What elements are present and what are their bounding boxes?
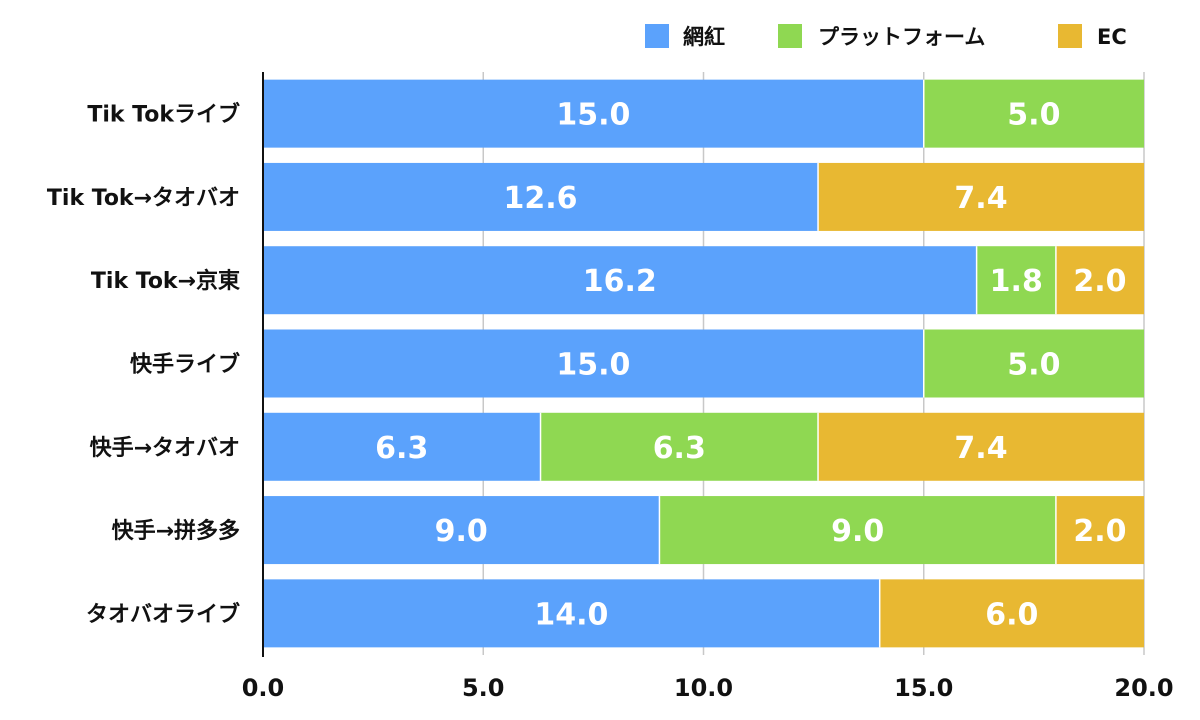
bar-value-label: 2.0 [1073,264,1126,299]
x-tick-label: 0.0 [242,674,285,702]
bar-value-label: 16.2 [583,264,657,299]
legend-swatch [778,24,802,48]
legend-swatch [645,24,669,48]
bar-value-label: 6.3 [375,431,428,466]
legend-label: プラットフォーム [818,25,985,49]
bar-value-label: 6.3 [653,431,706,466]
bar-value-label: 6.0 [985,597,1038,632]
bar-value-label: 7.4 [954,431,1007,466]
bar-segment [818,412,1144,481]
bar-segment [818,162,1144,231]
bar-value-label: 9.0 [435,514,488,549]
bar-segment [263,246,977,315]
bar-segment [659,496,1056,565]
bar-value-label: 7.4 [954,181,1007,216]
bar-value-label: 15.0 [556,98,630,133]
bar-segment [263,496,660,565]
bar-segment [263,79,924,148]
bar-segment [923,79,1144,148]
x-tick-label: 15.0 [894,674,953,702]
x-tick-label: 20.0 [1114,674,1173,702]
bar-segment [1055,496,1144,565]
category-label: 快手ライブ [130,352,240,378]
bars: 15.0 5.0 12.6 7.4 16.2 1.8 2.0 15.0 5.0 6.3 6.3 7.4… [263,79,1144,648]
bar-value-label: 5.0 [1007,98,1060,133]
category-label: Tik Tokライブ [87,102,240,128]
bar-segment [263,162,819,231]
bar-value-label: 14.0 [534,597,608,632]
category-label: Tik Tok→タオバオ [47,186,240,211]
bar-value-label: 12.6 [503,181,577,216]
bar-value-label: 5.0 [1007,348,1060,383]
bar-value-label: 2.0 [1073,514,1126,549]
bar-segment [879,579,1144,648]
bar-value-label: 15.0 [556,348,630,383]
legend-label: EC [1097,25,1127,49]
category-label: Tik Tok→京東 [91,268,240,294]
bar-segment [540,412,819,481]
bar-segment [263,329,924,398]
bar-value-label: 1.8 [990,264,1043,299]
bar-segment [976,246,1056,315]
bar-value-label: 9.0 [831,514,884,549]
category-label: 快手→拼多多 [112,518,240,544]
legend-label: 網紅 [683,25,725,49]
bar-segment [923,329,1144,398]
bar-segment [263,579,880,648]
category-label: 快手→タオバオ [90,436,240,461]
category-label: タオバオライブ [86,601,240,627]
bar-segment [1055,246,1144,315]
x-tick-label: 10.0 [674,674,733,702]
legend-swatch [1058,24,1082,48]
x-tick-label: 5.0 [462,674,505,702]
bar-segment [263,412,541,481]
